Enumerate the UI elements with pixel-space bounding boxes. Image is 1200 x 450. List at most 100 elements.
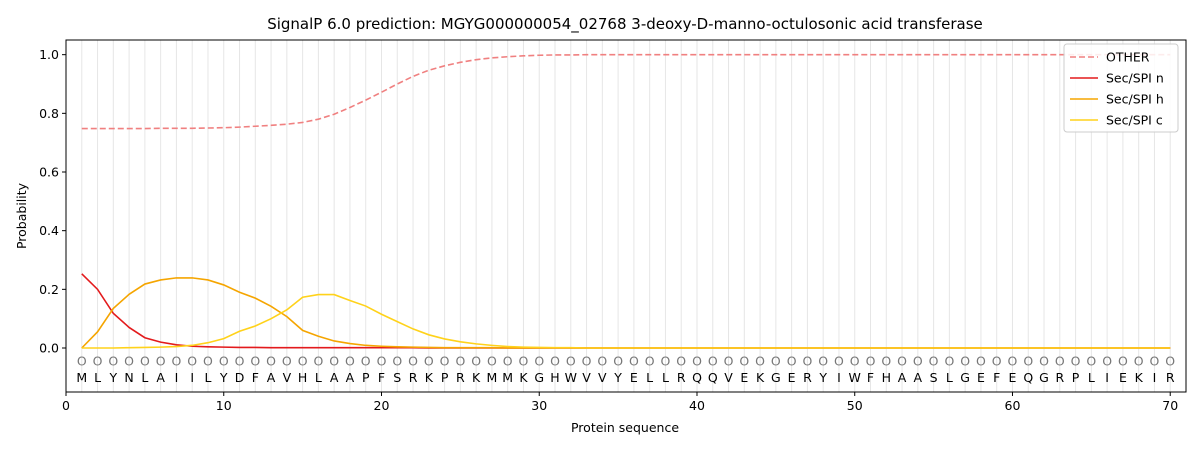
sequence-residue: R	[677, 370, 686, 385]
sequence-marker: O	[266, 354, 276, 369]
sequence-residue: V	[283, 370, 292, 385]
sequence-residue: R	[409, 370, 418, 385]
sequence-residue: K	[1135, 370, 1144, 385]
y-tick-label: 0.6	[39, 165, 59, 180]
sequence-marker: O	[187, 354, 197, 369]
legend-box	[1063, 43, 1179, 133]
sequence-residue: L	[1088, 370, 1095, 385]
sequence-marker: O	[93, 354, 103, 369]
sequence-marker: O	[392, 354, 402, 369]
y-tick-label: 1.0	[39, 47, 59, 62]
sequence-marker: O	[440, 354, 450, 369]
legend-label: Sec/SPI h	[1106, 92, 1164, 107]
sequence-residue: Y	[219, 370, 228, 385]
y-tick-label: 0.4	[39, 223, 59, 238]
sequence-residue: E	[1119, 370, 1127, 385]
sequence-marker: O	[597, 354, 607, 369]
x-tick-label: 30	[531, 398, 547, 413]
sequence-marker: O	[787, 354, 797, 369]
sequence-marker: O	[802, 354, 812, 369]
legend-label: OTHER	[1106, 50, 1150, 65]
series-line-other	[81, 53, 1171, 130]
sequence-residue: K	[425, 370, 434, 385]
sequence-marker: O	[834, 354, 844, 369]
sequence-marker: O	[124, 354, 134, 369]
series-lines	[81, 53, 1171, 349]
sequence-marker: O	[645, 354, 655, 369]
sequence-marker: O	[408, 354, 418, 369]
sequence-residue: R	[1166, 370, 1175, 385]
sequence-residue: Y	[109, 370, 118, 385]
sequence-residue: Y	[818, 370, 827, 385]
x-tick-label: 10	[216, 398, 232, 413]
x-tick-label: 0	[62, 398, 70, 413]
sequence-residue: I	[1105, 370, 1109, 385]
sequence-residue: F	[993, 370, 1000, 385]
sequence-residue: S	[393, 370, 401, 385]
axes: 0 10 20 30 40 50 60 70 0.0 0.2 0.4 0.6 0.8 1.0	[39, 47, 1178, 413]
sequence-residue: V	[582, 370, 591, 385]
x-tick-label: 70	[1162, 398, 1178, 413]
sequence-marker: O	[424, 354, 434, 369]
sequence-marker: O	[929, 354, 939, 369]
sequence-marker: O	[944, 354, 954, 369]
sequence-marker: O	[866, 354, 876, 369]
sequence-marker: O	[582, 354, 592, 369]
sequence-residue: Q	[708, 370, 718, 385]
sequence-residue: E	[977, 370, 985, 385]
sequence-residue: P	[362, 370, 370, 385]
sequence-marker: O	[1023, 354, 1033, 369]
sequence-residue: H	[882, 370, 891, 385]
sequence-residue: W	[849, 370, 861, 385]
plot-frame	[65, 39, 1187, 393]
sequence-residue: L	[315, 370, 322, 385]
y-axis-label: Probability	[14, 182, 29, 249]
x-tick-label: 20	[374, 398, 390, 413]
y-tick-label: 0.0	[39, 341, 59, 356]
sequence-marker: O	[329, 354, 339, 369]
sequence-marker: O	[897, 354, 907, 369]
sequence-marker: O	[960, 354, 970, 369]
sequence-residue: I	[1153, 370, 1157, 385]
sequence-residue: L	[646, 370, 653, 385]
sequence-marker: O	[313, 354, 323, 369]
sequence-marker: O	[724, 354, 734, 369]
sequence-marker: O	[566, 354, 576, 369]
sequence-marker: O	[219, 354, 229, 369]
series-line-sec-spi-c	[81, 293, 1171, 349]
legend-label: Sec/SPI c	[1106, 113, 1163, 128]
x-tick-label: 60	[1005, 398, 1021, 413]
sequence-marker: O	[471, 354, 481, 369]
sequence-marker: O	[613, 354, 623, 369]
sequence-marker: O	[1102, 354, 1112, 369]
sequence-residue: A	[330, 370, 339, 385]
legend: OTHER Sec/SPI n Sec/SPI h Sec/SPI c	[1063, 43, 1179, 133]
sequence-marker: O	[708, 354, 718, 369]
sequence-residue: L	[141, 370, 148, 385]
sequence-marker: O	[534, 354, 544, 369]
sequence-marker: O	[1118, 354, 1128, 369]
sequence-marker: O	[140, 354, 150, 369]
sequence-marker: O	[550, 354, 560, 369]
sequence-marker: O	[629, 354, 639, 369]
sequence-marker: O	[992, 354, 1002, 369]
sequence-residue: L	[204, 370, 211, 385]
sequence-marker: O	[519, 354, 529, 369]
x-tick-label: 50	[847, 398, 863, 413]
sequence-residue: H	[298, 370, 307, 385]
sequence-residue: D	[235, 370, 245, 385]
sequence-marker: O	[676, 354, 686, 369]
sequence-residue: M	[487, 370, 498, 385]
sequence-residue: A	[914, 370, 923, 385]
sequence-residue: M	[502, 370, 513, 385]
sequence-residue: Q	[1023, 370, 1033, 385]
sequence-residue: V	[724, 370, 733, 385]
sequence-residue: K	[519, 370, 528, 385]
sequence-residue: R	[803, 370, 812, 385]
sequence-marker: O	[455, 354, 465, 369]
sequence-residue: S	[930, 370, 938, 385]
sequence-marker: O	[1134, 354, 1144, 369]
sequence-marker: O	[739, 354, 749, 369]
sequence-residue: L	[946, 370, 953, 385]
